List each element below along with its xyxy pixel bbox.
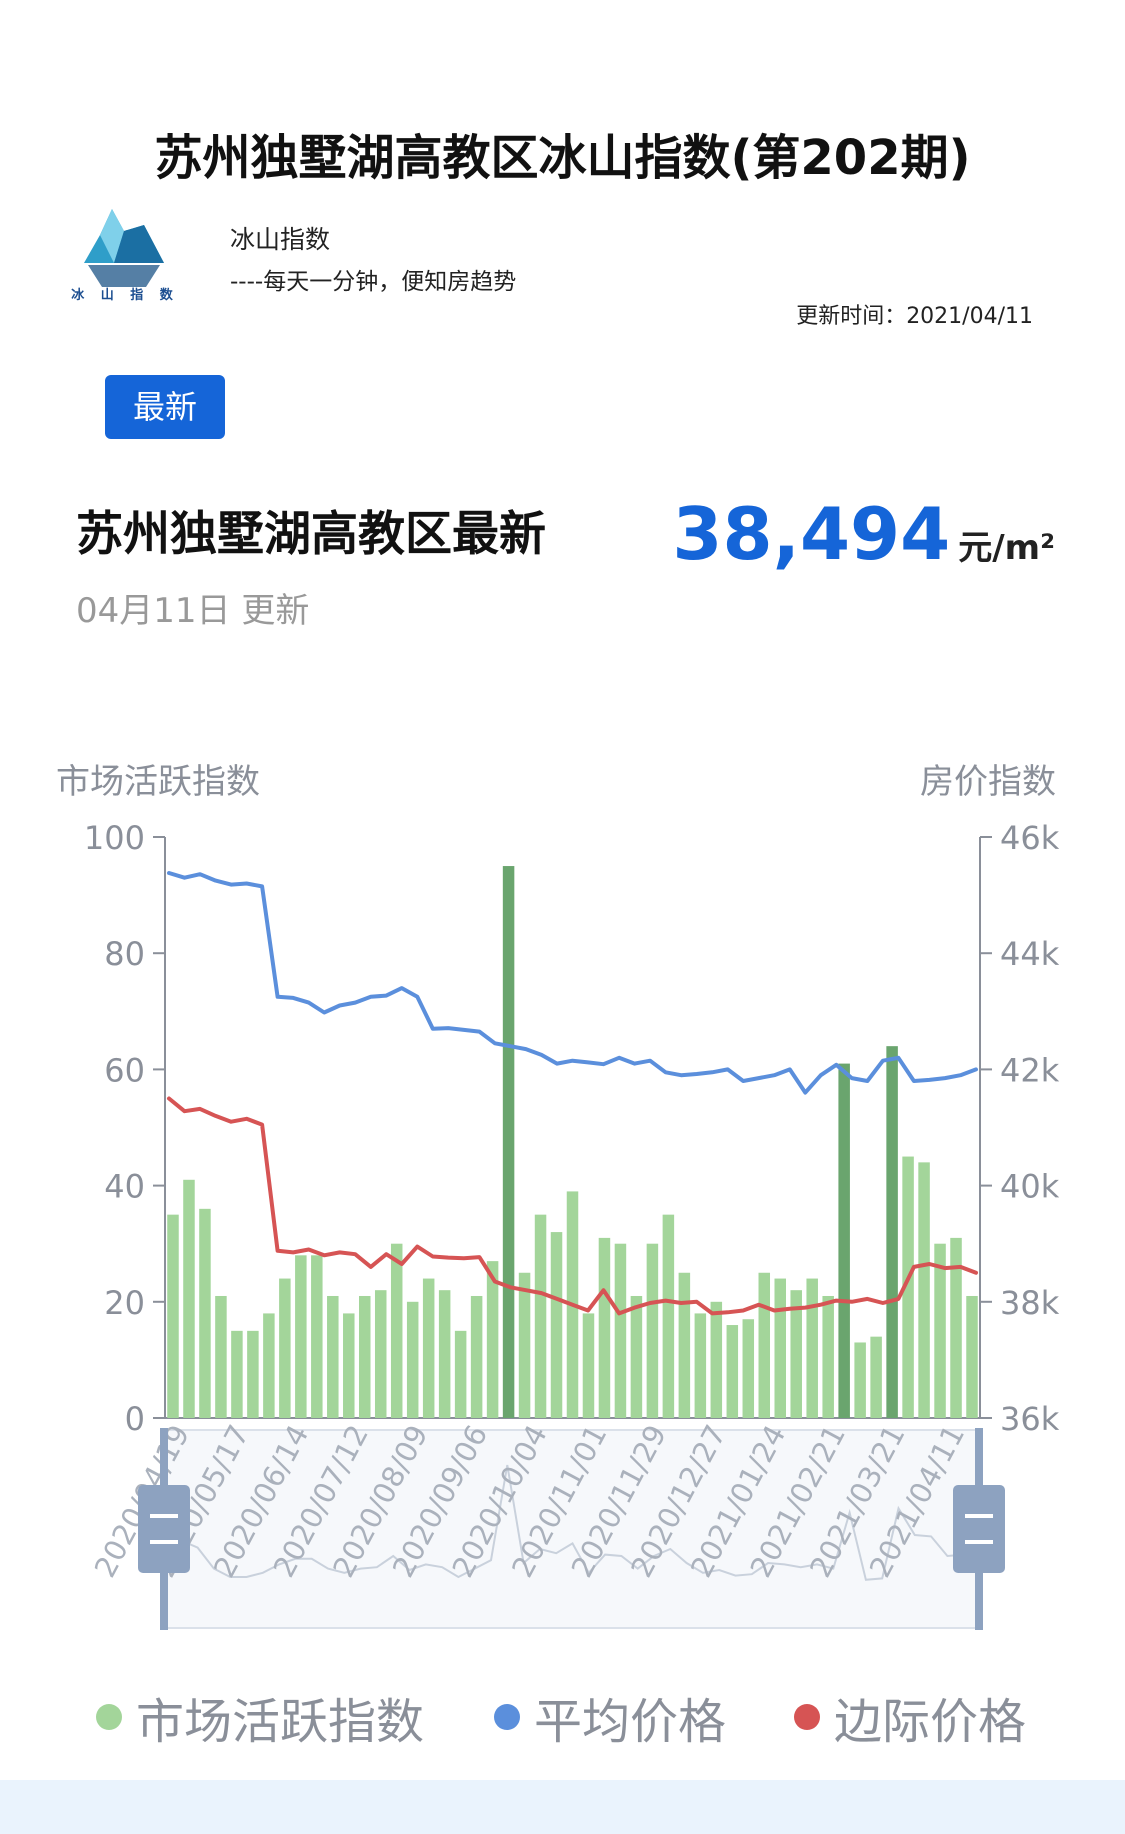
- legend-item-activity[interactable]: 市场活跃指数: [96, 1685, 425, 1750]
- activity-bar: [870, 1336, 882, 1418]
- left-tick-label: 40: [104, 1168, 145, 1206]
- activity-bar: [343, 1313, 355, 1418]
- activity-bar: [359, 1295, 371, 1418]
- right-tick-label: 40k: [1000, 1168, 1060, 1206]
- datazoom-left-handle[interactable]: [138, 1428, 190, 1630]
- activity-bar: [950, 1237, 962, 1418]
- left-tick-label: 20: [104, 1284, 145, 1322]
- right-axis-title: 房价指数: [920, 762, 1056, 802]
- activity-bar: [311, 1255, 323, 1418]
- activity-bar: [295, 1255, 307, 1418]
- activity-bar: [279, 1278, 291, 1418]
- right-tick-label: 36k: [1000, 1400, 1060, 1438]
- price-unit: 元/m²: [958, 528, 1055, 568]
- activity-bar: [438, 1290, 451, 1418]
- activity-bar: [486, 1261, 499, 1418]
- legend-item-marginal-price[interactable]: 边际价格: [794, 1685, 1027, 1750]
- activity-bar: [263, 1313, 275, 1418]
- price-display: 38,494 元/m²: [672, 492, 1055, 576]
- activity-bar: [774, 1278, 786, 1418]
- brand-name: 冰山指数: [230, 225, 331, 254]
- datazoom-right-handle-grip: [953, 1485, 1005, 1573]
- marginal-price-line: [167, 1096, 978, 1316]
- activity-bar: [327, 1295, 339, 1418]
- page-title: 苏州独墅湖高教区冰山指数(第202期): [154, 130, 971, 186]
- datazoom-preview-line: [164, 1464, 981, 1581]
- activity-price-chart: 02040608010036k38k40k42k44k46k2020/04/19…: [84, 819, 1060, 1630]
- latest-tag-button[interactable]: 最新: [105, 375, 225, 439]
- update-time: 更新时间：2021/04/11: [796, 304, 1033, 329]
- activity-bar: [470, 1295, 483, 1418]
- activity-bar: [614, 1243, 627, 1418]
- left-tick-label: 80: [104, 935, 145, 973]
- datazoom-right-handle[interactable]: [953, 1428, 1005, 1630]
- activity-bar: [199, 1208, 211, 1418]
- legend-activity-label: 市场活跃指数: [136, 1694, 425, 1750]
- activity-bar: [582, 1313, 595, 1418]
- activity-bar: [183, 1179, 195, 1418]
- legend-avg-price-dot-icon: [494, 1704, 520, 1730]
- activity-bar: [966, 1295, 978, 1418]
- left-tick-label: 100: [84, 819, 145, 857]
- footer-band: [0, 1780, 1125, 1834]
- activity-bar: [534, 1214, 547, 1418]
- datazoom-left-handle-grip: [138, 1485, 190, 1573]
- right-tick-label: 38k: [1000, 1284, 1060, 1322]
- right-tick-label: 46k: [1000, 819, 1060, 857]
- activity-bar: [806, 1278, 818, 1418]
- activity-bar: [822, 1295, 834, 1418]
- activity-bar: [902, 1156, 914, 1418]
- activity-bar: [710, 1301, 723, 1418]
- activity-bar: [838, 1063, 850, 1418]
- price-value: 38,494: [672, 492, 951, 576]
- activity-bar: [598, 1237, 611, 1418]
- activity-bar: [550, 1232, 563, 1418]
- activity-bar: [247, 1330, 259, 1418]
- activity-bar: [886, 1046, 898, 1418]
- right-tick-label: 42k: [1000, 1051, 1060, 1089]
- activity-bar: [694, 1313, 707, 1418]
- logo-caption: 冰 山 指 数: [71, 288, 179, 303]
- legend-marginal-price-label: 边际价格: [834, 1694, 1027, 1750]
- activity-bar: [374, 1290, 387, 1418]
- activity-bar: [518, 1272, 531, 1418]
- activity-bar: [918, 1162, 930, 1418]
- activity-bar: [678, 1272, 691, 1418]
- activity-bar: [854, 1342, 866, 1418]
- brand-slogan: ----每天一分钟，便知房趋势: [230, 269, 517, 295]
- right-tick-label: 44k: [1000, 935, 1060, 973]
- activity-bar: [231, 1330, 243, 1418]
- activity-bar: [758, 1272, 771, 1418]
- legend-marginal-price-dot-icon: [794, 1704, 820, 1730]
- activity-bar: [662, 1214, 675, 1418]
- activity-bar: [742, 1319, 755, 1418]
- activity-bar: [630, 1295, 643, 1418]
- legend-item-avg-price[interactable]: 平均价格: [494, 1685, 727, 1750]
- activity-bar: [422, 1278, 435, 1418]
- activity-bar: [790, 1290, 802, 1418]
- activity-bar: [934, 1243, 946, 1418]
- legend-avg-price-label: 平均价格: [534, 1694, 727, 1750]
- activity-bar: [646, 1243, 659, 1418]
- legend-activity-dot-icon: [96, 1704, 122, 1730]
- activity-bar: [502, 866, 515, 1418]
- activity-bar: [454, 1330, 467, 1418]
- iceberg-logo-icon: [74, 205, 174, 305]
- activity-bar: [406, 1301, 419, 1418]
- activity-bar: [167, 1214, 179, 1418]
- left-tick-label: 60: [104, 1051, 145, 1089]
- chart-legend: 市场活跃指数 平均价格 边际价格: [0, 1685, 1125, 1750]
- section-updated-date: 04月11日 更新: [76, 591, 310, 631]
- avg-price-line: [167, 871, 978, 1095]
- left-tick-label: 0: [125, 1400, 145, 1438]
- activity-bar: [215, 1295, 227, 1418]
- section-title: 苏州独墅湖高教区最新: [76, 507, 546, 562]
- activity-bar: [726, 1325, 739, 1418]
- activity-bar: [390, 1243, 403, 1418]
- left-axis-title: 市场活跃指数: [56, 762, 260, 802]
